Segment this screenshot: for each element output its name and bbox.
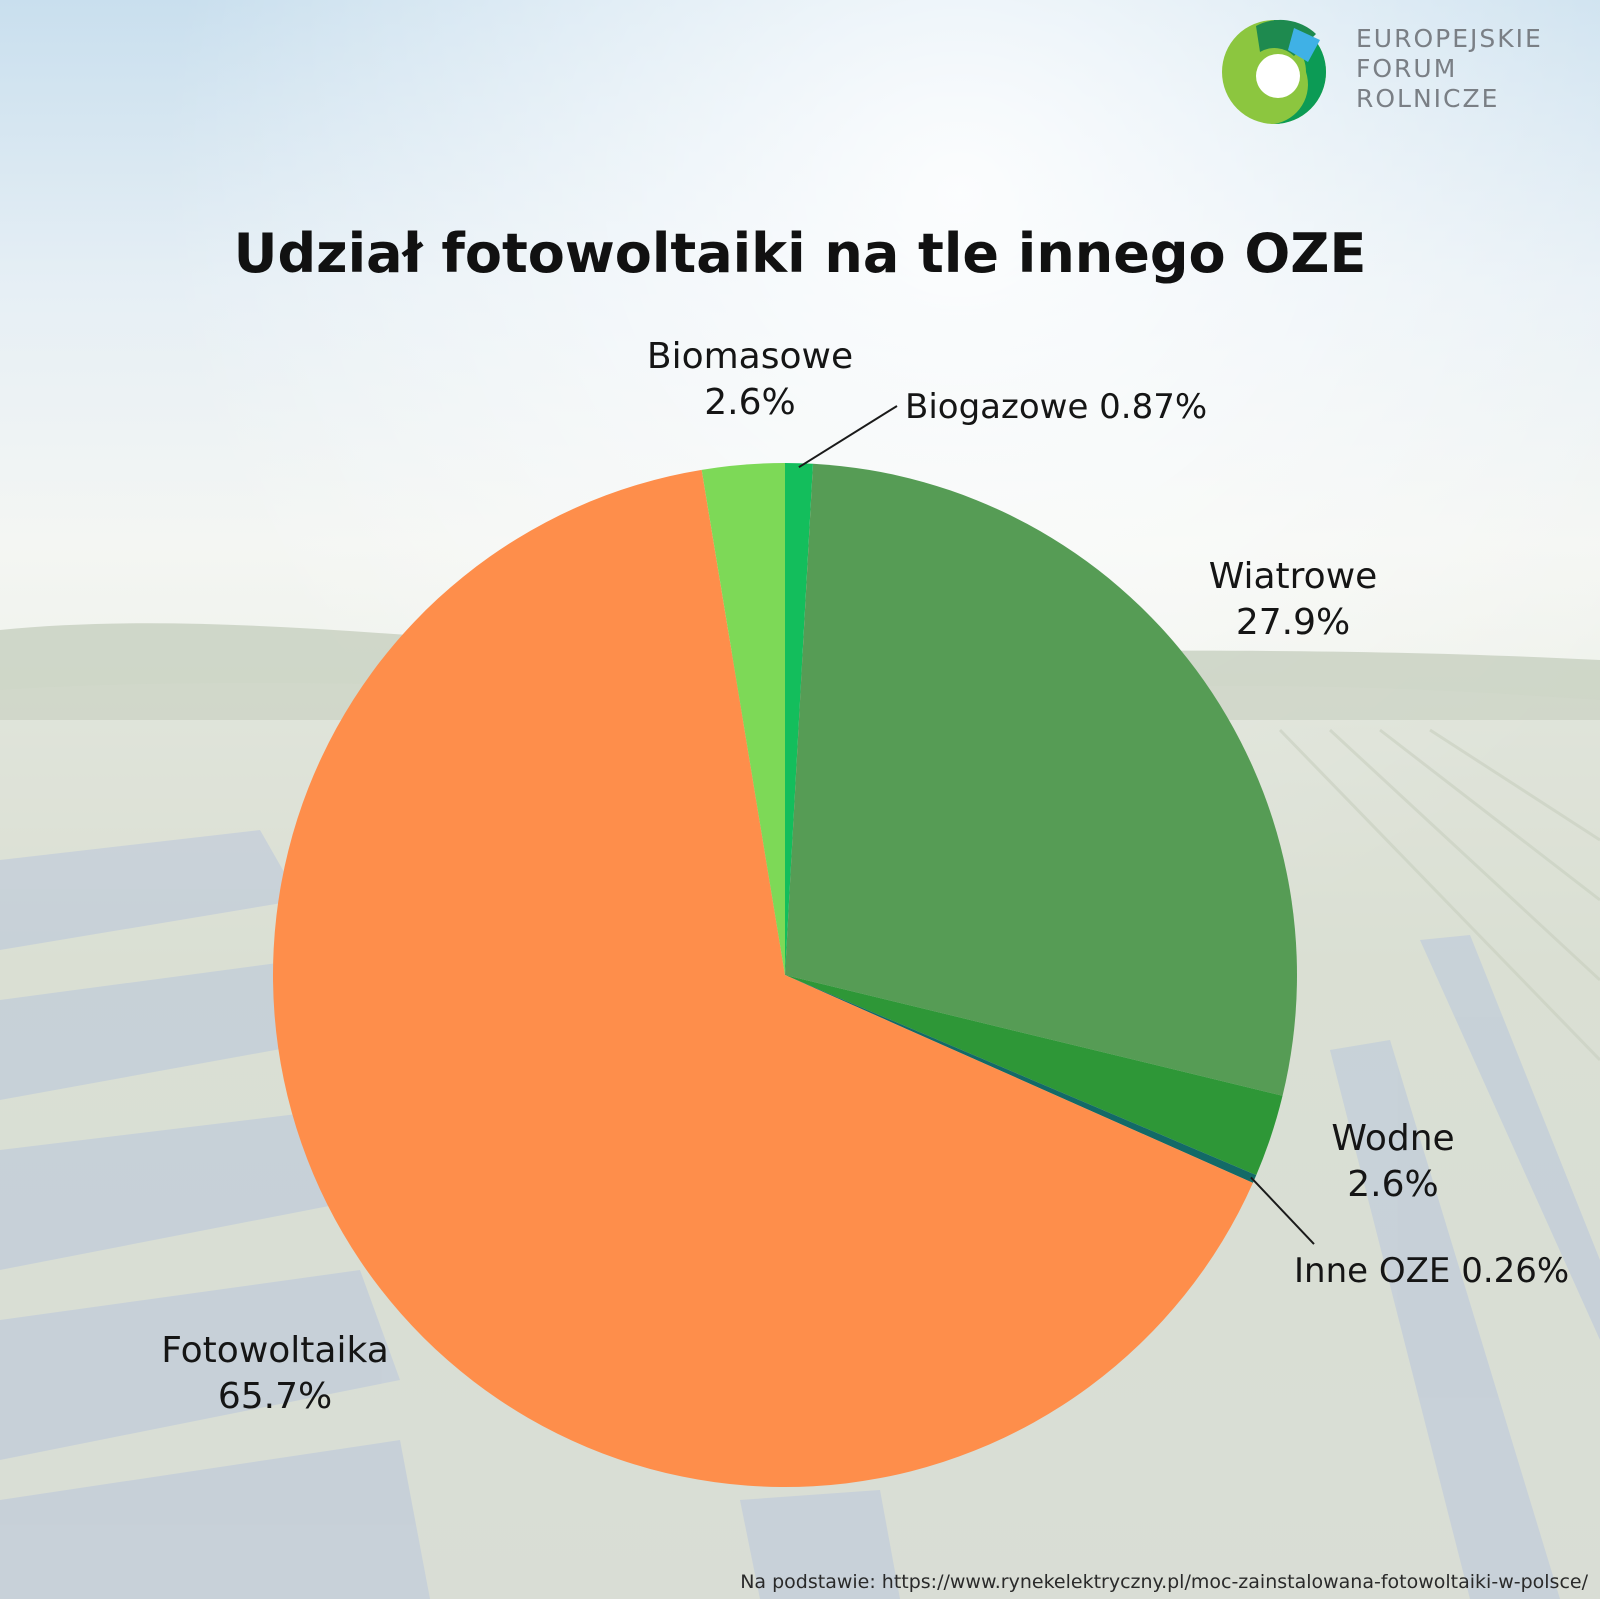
slice-label-inne-oze: Inne OZE 0.26% bbox=[1294, 1251, 1569, 1291]
slice-value-fotowoltaika: 65.7% bbox=[218, 1376, 332, 1417]
leader-line-inne-oze bbox=[1250, 1176, 1315, 1245]
chart-title: Udział fotowoltaiki na tle innego OZE bbox=[233, 222, 1367, 285]
pie-slice-wodne bbox=[785, 975, 1283, 1176]
pie-slice-inne-oze bbox=[785, 975, 1257, 1183]
slice-value-biomasowe: 2.6% bbox=[704, 382, 795, 423]
logo: EUROPEJSKIE FORUM ROLNICZE bbox=[1216, 10, 1596, 130]
slice-name-biomasowe: Biomasowe bbox=[647, 336, 853, 377]
logo-line-3: ROLNICZE bbox=[1356, 84, 1500, 113]
slice-name-fotowoltaika: Fotowoltaika bbox=[161, 1330, 389, 1371]
logo-line-1: EUROPEJSKIE bbox=[1356, 24, 1543, 53]
slice-label-biogazowe: Biogazowe 0.87% bbox=[905, 387, 1207, 427]
logo-line-2: FORUM bbox=[1356, 54, 1458, 83]
pie-slice-wiatrowe bbox=[785, 463, 1297, 1096]
pie-slice-biomasowe bbox=[701, 463, 785, 975]
logo-text: EUROPEJSKIE FORUM ROLNICZE bbox=[1356, 24, 1543, 114]
source-note: Na podstawie: https://www.rynekelektrycz… bbox=[740, 1571, 1588, 1593]
pie-slice-biogazowe bbox=[785, 463, 813, 975]
slice-value-wodne: 2.6% bbox=[1347, 1164, 1438, 1205]
leader-line-biogazowe bbox=[798, 405, 898, 469]
slice-name-wodne: Wodne bbox=[1331, 1118, 1454, 1159]
logo-emblem-icon bbox=[1222, 19, 1326, 124]
pie-slice-fotowoltaika bbox=[272, 469, 1253, 1488]
slice-value-wiatrowe: 27.9% bbox=[1236, 602, 1350, 643]
slice-name-wiatrowe: Wiatrowe bbox=[1209, 556, 1378, 597]
